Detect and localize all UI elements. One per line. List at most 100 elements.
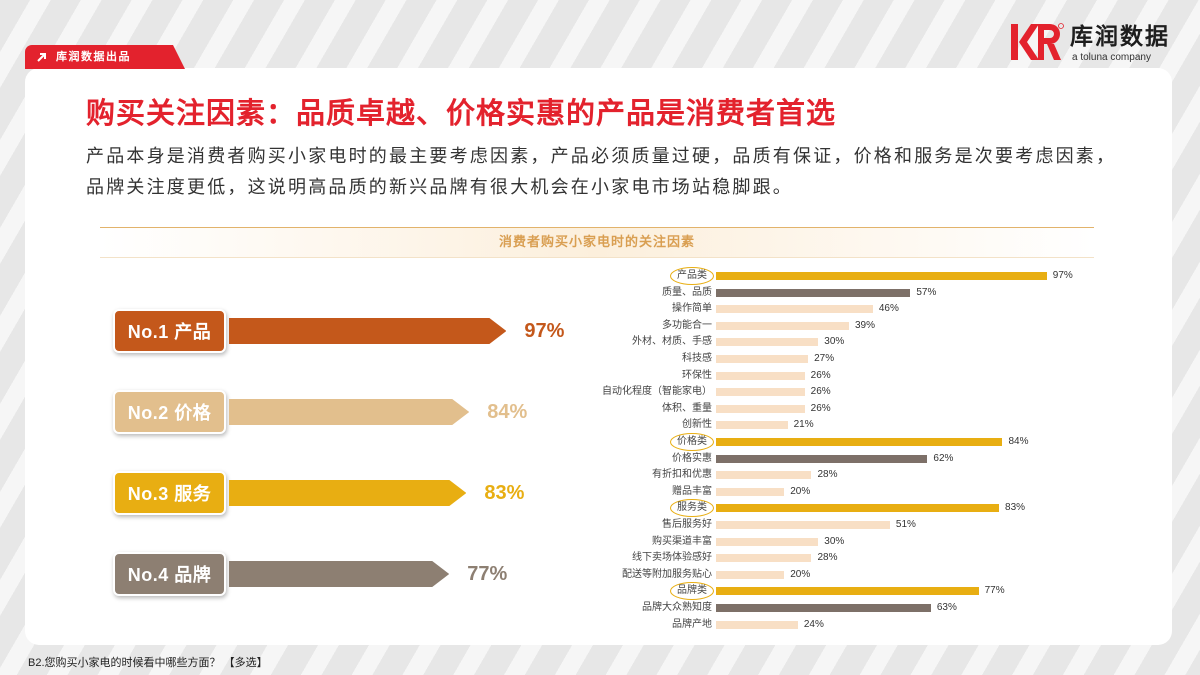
factor-value-label: 24% xyxy=(804,618,824,632)
factor-value-label: 62% xyxy=(933,452,953,466)
factor-value-unit: % xyxy=(1063,270,1073,281)
factor-bar xyxy=(716,504,1000,513)
factor-value-unit: % xyxy=(866,319,876,331)
factor-value-label: 63% xyxy=(937,601,957,615)
factor-bar xyxy=(716,438,1003,446)
factor-bar-chart: 产品类 97% 质量、品质 57% 操作简单 46% 多功能合一 39% 外材、材质、手感 30%… xyxy=(590,266,1110,636)
factor-label-text: 售后服务好 xyxy=(662,519,712,530)
factor-bar xyxy=(716,587,979,596)
factor-value-unit: % xyxy=(947,602,957,613)
factor-value-number: 26 xyxy=(810,369,822,381)
factor-value-number: 24 xyxy=(803,618,815,630)
category-group-label-text: 服务类 xyxy=(670,499,714,518)
factor-value-label: 39% xyxy=(855,319,875,333)
rank-badge: No.2 价格 xyxy=(113,390,226,434)
rank-value-unit: % xyxy=(546,320,565,342)
factor-value-label: 20% xyxy=(790,485,810,499)
factor-value-unit: % xyxy=(889,303,899,315)
factor-label-text: 品牌大众熟知度 xyxy=(642,602,712,613)
publisher-tag-label: 库润数据出品 xyxy=(56,51,131,63)
chart-title: 消费者购买小家电时的关注因素 xyxy=(100,227,1094,258)
factor-value-label: 28% xyxy=(817,551,837,565)
rank-value-label: 83% xyxy=(484,481,524,505)
factor-bar xyxy=(716,537,819,546)
rank-arrow-bar xyxy=(229,318,506,344)
category-group-label-text: 产品类 xyxy=(670,267,714,285)
factor-label-text: 多功能合一 xyxy=(662,319,712,331)
factor-label: 质量、品质 xyxy=(590,284,712,302)
factor-label-text: 价格实惠 xyxy=(672,452,712,464)
factor-value-number: 30 xyxy=(824,535,836,547)
factor-value-number: 63 xyxy=(936,602,948,613)
logo-tagline: a toluna company xyxy=(1072,52,1151,63)
footnote: B2.您购买小家电的时候看中哪些方面？ 【多选】 xyxy=(28,657,268,669)
factor-value-number: 27 xyxy=(814,353,826,364)
factor-bar xyxy=(716,388,805,397)
factor-value-number: 84 xyxy=(1008,436,1020,447)
factor-label: 品牌大众熟知度 xyxy=(590,599,712,617)
rank-value-unit: % xyxy=(489,563,508,585)
factor-label: 外材、材质、手感 xyxy=(590,333,712,351)
factor-bar xyxy=(716,521,890,529)
factor-label-text: 科技感 xyxy=(682,353,712,364)
factor-value-label: 21% xyxy=(794,418,814,432)
factor-bar xyxy=(716,288,911,297)
category-group-label: 价格类 xyxy=(590,433,714,451)
page-title: 购买关注因素：品质卓越、价格实惠的产品是消费者首选 xyxy=(86,98,837,130)
factor-value-number: 51 xyxy=(895,519,908,530)
factor-label: 操作简单 xyxy=(590,300,712,318)
factor-bar xyxy=(716,570,785,579)
factor-label-text: 体积、重量 xyxy=(662,402,712,414)
factor-value-number: 46 xyxy=(878,303,890,315)
rank-value-number: 83 xyxy=(484,482,507,504)
factor-value-number: 83 xyxy=(1005,502,1017,514)
factor-label-text: 外材、材质、手感 xyxy=(632,336,712,348)
factor-label: 环保性 xyxy=(590,367,712,385)
factor-value-label: 28% xyxy=(817,468,837,482)
factor-value-label: 51% xyxy=(896,518,916,532)
rank-value-unit: % xyxy=(509,401,528,423)
factor-value-label: 83% xyxy=(1005,501,1025,515)
factor-bar xyxy=(716,272,1047,280)
arrow-up-right-icon xyxy=(37,52,46,62)
factor-value-unit: % xyxy=(1019,436,1029,447)
factor-value-number: 97 xyxy=(1052,270,1064,281)
brand-logo: 库润数据 a toluna company xyxy=(1010,19,1172,65)
category-group-label: 品牌类 xyxy=(590,582,714,601)
intro-line: 品牌关注度更低，这说明高品质的新兴品牌有很大机会在小家电市场站稳脚跟。 xyxy=(86,177,793,197)
category-group-label: 产品类 xyxy=(590,267,714,285)
ranking-chart: No.1 产品 97% No.2 价格 84% No.3 服务 83% No.4 品牌 77% xyxy=(0,0,564,596)
logo-name: 库润数据 xyxy=(1070,23,1170,49)
factor-label: 购买渠道丰富 xyxy=(590,533,712,551)
factor-value-label: 77% xyxy=(985,584,1005,598)
factor-label-text: 环保性 xyxy=(682,369,712,381)
factor-value-number: 28 xyxy=(817,469,829,481)
factor-value-unit: % xyxy=(801,485,811,497)
factor-value-unit: % xyxy=(927,286,937,298)
factor-label-text: 配送等附加服务贴心 xyxy=(622,568,712,580)
factor-value-label: 97% xyxy=(1053,269,1073,283)
factor-value-label: 84% xyxy=(1008,435,1028,449)
intro-line: 产品本身是消费者购买小家电时的最主要考虑因素，产品必须质量过硬，品质有保证，价格… xyxy=(86,146,1117,166)
factor-value-label: 20% xyxy=(790,568,810,582)
factor-value-unit: % xyxy=(821,369,831,381)
factor-bar xyxy=(716,355,809,363)
factor-value-unit: % xyxy=(821,386,831,398)
factor-value-label: 30% xyxy=(824,535,844,549)
factor-bar xyxy=(716,371,805,380)
factor-value-number: 26 xyxy=(810,386,822,398)
rank-value-number: 97 xyxy=(524,320,547,342)
factor-label: 创新性 xyxy=(590,416,712,434)
rank-value-label: 77% xyxy=(467,562,507,586)
factor-label: 多功能合一 xyxy=(590,317,712,335)
factor-bar xyxy=(716,404,805,413)
factor-label: 售后服务好 xyxy=(590,516,712,534)
factor-label: 科技感 xyxy=(590,350,712,368)
factor-label: 自动化程度（智能家电） xyxy=(590,383,712,401)
factor-label: 品牌产地 xyxy=(590,616,712,634)
category-group-label-text: 品牌类 xyxy=(670,582,714,601)
factor-value-label: 46% xyxy=(879,302,899,316)
factor-label-text: 自动化程度（智能家电） xyxy=(602,386,712,398)
factor-value-number: 26 xyxy=(810,402,822,414)
factor-label-text: 质量、品质 xyxy=(662,286,712,298)
